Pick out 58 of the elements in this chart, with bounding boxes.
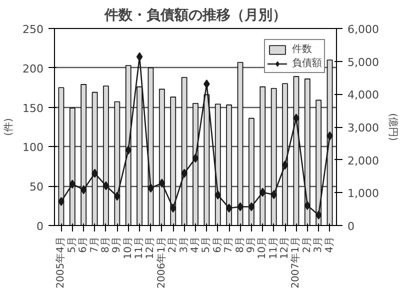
y2-tick-label: 3,000 <box>348 122 379 134</box>
y-tick-label: 50 <box>30 180 44 194</box>
x-tick-label: 5月 <box>66 236 78 253</box>
x-tick-label: 12月 <box>145 236 156 260</box>
x-tick-label: 2005年4月 <box>54 236 67 288</box>
y-tick-label: 150 <box>22 102 44 115</box>
x-tick-label: 5月 <box>201 236 212 253</box>
point <box>315 210 322 220</box>
x-tick-label: 7月 <box>89 236 100 253</box>
y2-tick-label: 4,000 <box>348 88 379 102</box>
y2-tick-label: 2,000 <box>348 154 379 168</box>
x-tick-label: 6月 <box>78 236 90 253</box>
x-tick-label: 11月 <box>134 236 146 260</box>
point <box>80 185 87 194</box>
y2-tick-label: 5,000 <box>348 56 379 69</box>
x-tick-label: 2006年1月 <box>155 236 168 288</box>
x-tick-label: 2007年1月 <box>290 236 302 288</box>
point <box>69 180 76 189</box>
point <box>170 204 176 213</box>
point <box>158 178 166 188</box>
legend-label: 件数 <box>292 43 312 56</box>
legend-label: 負債額 <box>292 56 322 70</box>
y2-axis-title: (億円) <box>386 113 399 141</box>
y-axis-title: (件) <box>4 118 15 136</box>
x-tick-label: 11月 <box>268 236 280 260</box>
y-tick-label: 250 <box>22 23 44 36</box>
point <box>259 188 266 197</box>
point <box>102 181 110 190</box>
x-tick-label: 3月 <box>178 236 190 253</box>
point <box>136 52 143 62</box>
x-tick-label: 4月 <box>324 236 336 253</box>
x-tick-label: 2月 <box>302 236 313 253</box>
x-tick-label: 4月 <box>190 236 201 253</box>
point <box>248 202 255 212</box>
x-tick-label: 3月 <box>313 236 324 253</box>
x-tick-label: 8月 <box>100 236 112 253</box>
x-tick-label: 2月 <box>168 236 179 253</box>
point <box>125 145 132 154</box>
point <box>304 200 311 210</box>
point <box>214 190 222 200</box>
x-tick-label: 8月 <box>234 236 246 253</box>
chart-title: 件数・負債額の推移（月別） <box>104 6 286 24</box>
x-tick-label: 10月 <box>257 236 268 260</box>
x-tick-label: 6月 <box>212 236 224 253</box>
y-tick-label: 100 <box>22 141 44 154</box>
point <box>282 160 288 170</box>
x-tick-label: 9月 <box>112 236 123 253</box>
y-tick-label: 0 <box>36 220 44 233</box>
y-tick-label: 200 <box>22 62 44 76</box>
y2-tick-label: 1,000 <box>348 187 379 200</box>
x-tick-label: 9月 <box>246 236 257 253</box>
point <box>226 204 232 213</box>
x-tick-label: 10月 <box>122 236 134 260</box>
point <box>192 154 199 163</box>
x-tick-label: 7月 <box>224 236 235 253</box>
y2-tick-label: 0 <box>348 220 354 233</box>
x-tick-label: 12月 <box>280 236 291 260</box>
y2-tick-label: 6,000 <box>348 23 379 36</box>
